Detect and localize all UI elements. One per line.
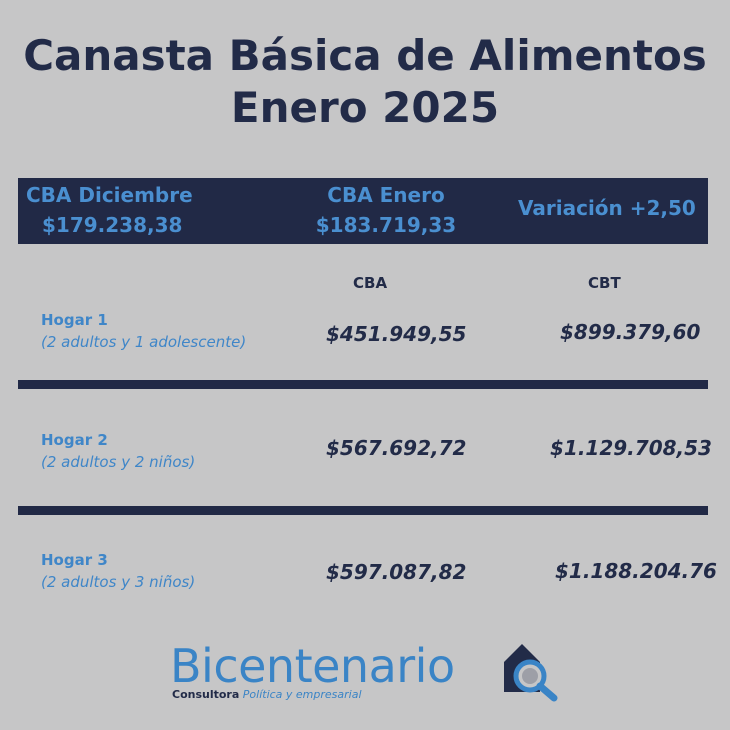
row-name: Hogar 3 — [41, 551, 108, 569]
row-divider — [18, 506, 708, 515]
brand-tagline: Consultora Política y empresarial — [172, 688, 362, 701]
variacion-label: Variación +2,50 — [518, 196, 696, 220]
cba-value-hogar-2: $567.692,72 — [326, 436, 467, 460]
brand-tagline-politica: Política y empresarial — [242, 688, 362, 701]
title-line-2: Enero 2025 — [230, 83, 500, 132]
cba-enero-value: $183.719,33 — [315, 213, 457, 237]
row-label-hogar-3: Hogar 3 (2 adultos y 3 niños) — [41, 549, 195, 593]
cba-diciembre-value: $179.238,38 — [42, 213, 183, 237]
row-divider — [18, 380, 708, 389]
title-line-1: Canasta Básica de Alimentos — [23, 31, 707, 80]
cba-enero-label: CBA Enero — [327, 183, 445, 207]
row-description: (2 adultos y 3 niños) — [41, 573, 196, 591]
page-title: Canasta Básica de Alimentos Enero 2025 — [0, 30, 730, 134]
cba-value-hogar-1: $451.949,55 — [326, 322, 467, 346]
brand-tagline-consultora: Consultora — [172, 688, 240, 701]
summary-banner: CBA Diciembre $179.238,38 CBA Enero $183… — [18, 178, 708, 244]
house-magnifier-icon — [504, 644, 558, 702]
brand-logo-text: Bicentenario — [170, 639, 455, 693]
row-name: Hogar 1 — [41, 311, 108, 329]
row-label-hogar-1: Hogar 1 (2 adultos y 1 adolescente) — [41, 309, 246, 353]
cbt-value-hogar-3: $1.188.204.76 — [555, 559, 717, 583]
cba-diciembre-label: CBA Diciembre — [26, 183, 193, 207]
cba-enero: CBA Enero $183.719,33 — [296, 180, 476, 240]
cbt-value-hogar-1: $899.379,60 — [560, 320, 701, 344]
cba-diciembre: CBA Diciembre $179.238,38 — [26, 180, 193, 240]
row-label-hogar-2: Hogar 2 (2 adultos y 2 niños) — [41, 429, 195, 473]
cba-value-hogar-3: $597.087,82 — [326, 560, 467, 584]
cbt-value-hogar-2: $1.129.708,53 — [550, 436, 712, 460]
row-description: (2 adultos y 1 adolescente) — [41, 333, 247, 351]
row-name: Hogar 2 — [41, 431, 108, 449]
row-description: (2 adultos y 2 niños) — [41, 453, 196, 471]
column-header-cba: CBA — [353, 274, 388, 292]
column-header-cbt: CBT — [588, 274, 621, 292]
